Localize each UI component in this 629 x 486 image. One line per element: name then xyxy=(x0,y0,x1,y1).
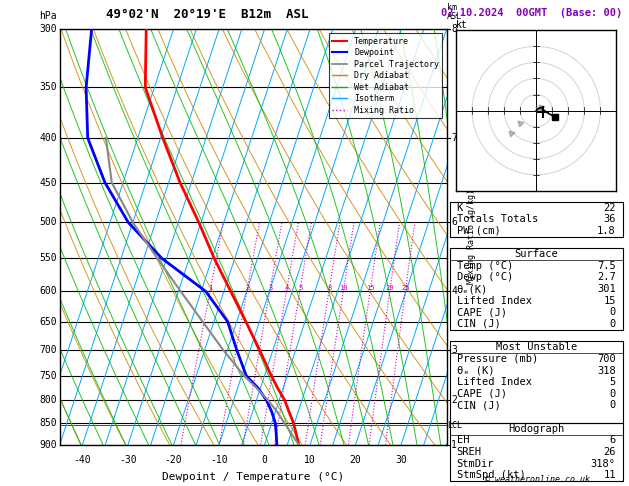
Text: Lifted Index: Lifted Index xyxy=(457,377,532,387)
Text: 700: 700 xyxy=(597,354,616,364)
Text: 4: 4 xyxy=(451,286,457,296)
Text: 318: 318 xyxy=(597,365,616,376)
Bar xyxy=(450,248,623,330)
Bar xyxy=(450,342,623,423)
Text: 20: 20 xyxy=(350,455,362,465)
Text: 20: 20 xyxy=(386,285,394,291)
Text: 1: 1 xyxy=(451,440,457,450)
Text: Surface: Surface xyxy=(515,249,558,259)
Text: 10: 10 xyxy=(340,285,348,291)
Text: Dewpoint / Temperature (°C): Dewpoint / Temperature (°C) xyxy=(162,472,344,482)
Text: 650: 650 xyxy=(39,316,57,327)
Bar xyxy=(450,202,623,237)
Text: -30: -30 xyxy=(120,455,137,465)
Text: 450: 450 xyxy=(39,177,57,188)
Text: LCL: LCL xyxy=(447,421,462,430)
Text: -10: -10 xyxy=(210,455,228,465)
Text: 22: 22 xyxy=(603,203,616,212)
Text: StmDir: StmDir xyxy=(457,459,494,469)
Text: 400: 400 xyxy=(39,133,57,143)
Text: θₑ (K): θₑ (K) xyxy=(457,365,494,376)
Text: 25: 25 xyxy=(401,285,410,291)
Text: km
ASL: km ASL xyxy=(447,3,462,21)
Text: 1.8: 1.8 xyxy=(597,226,616,236)
Text: kt: kt xyxy=(456,19,468,30)
Text: CAPE (J): CAPE (J) xyxy=(457,307,506,317)
Text: 5: 5 xyxy=(610,377,616,387)
Text: 500: 500 xyxy=(39,217,57,227)
Text: 0: 0 xyxy=(610,307,616,317)
Text: 350: 350 xyxy=(39,83,57,92)
Text: EH: EH xyxy=(457,435,469,445)
Text: 700: 700 xyxy=(39,345,57,355)
Text: 7.5: 7.5 xyxy=(597,260,616,271)
Text: 2: 2 xyxy=(245,285,250,291)
Text: Temp (°C): Temp (°C) xyxy=(457,260,513,271)
Text: StmSpd (kt): StmSpd (kt) xyxy=(457,470,525,480)
Text: Mixing Ratio (g/kg): Mixing Ratio (g/kg) xyxy=(467,190,476,284)
Text: 300: 300 xyxy=(39,24,57,34)
Text: 6: 6 xyxy=(610,435,616,445)
Text: CIN (J): CIN (J) xyxy=(457,319,501,329)
Text: 26: 26 xyxy=(603,447,616,457)
Text: 850: 850 xyxy=(39,418,57,428)
Text: 36: 36 xyxy=(603,214,616,224)
Text: 6: 6 xyxy=(451,217,457,227)
Text: Totals Totals: Totals Totals xyxy=(457,214,538,224)
Text: PW (cm): PW (cm) xyxy=(457,226,501,236)
Text: -40: -40 xyxy=(74,455,91,465)
Text: 3: 3 xyxy=(451,345,457,355)
Text: 600: 600 xyxy=(39,286,57,296)
Text: -20: -20 xyxy=(165,455,182,465)
Text: Lifted Index: Lifted Index xyxy=(457,295,532,306)
Text: 0: 0 xyxy=(610,319,616,329)
Text: 11: 11 xyxy=(603,470,616,480)
Text: θₑ(K): θₑ(K) xyxy=(457,284,488,294)
Text: Most Unstable: Most Unstable xyxy=(496,342,577,352)
Text: hPa: hPa xyxy=(39,11,57,21)
Text: 301: 301 xyxy=(597,284,616,294)
Text: 30: 30 xyxy=(395,455,407,465)
Text: © weatheronline.co.uk: © weatheronline.co.uk xyxy=(485,475,589,484)
Text: Pressure (mb): Pressure (mb) xyxy=(457,354,538,364)
Text: 15: 15 xyxy=(366,285,375,291)
Text: 0: 0 xyxy=(610,400,616,411)
Text: 1: 1 xyxy=(208,285,213,291)
Text: 0: 0 xyxy=(262,455,267,465)
Text: 2.7: 2.7 xyxy=(597,272,616,282)
Text: 900: 900 xyxy=(39,440,57,450)
Text: 10: 10 xyxy=(304,455,316,465)
Text: 750: 750 xyxy=(39,371,57,381)
Text: 5: 5 xyxy=(298,285,303,291)
Text: 8: 8 xyxy=(327,285,331,291)
Text: 4: 4 xyxy=(285,285,289,291)
Text: 7: 7 xyxy=(451,133,457,143)
Text: 8: 8 xyxy=(451,24,457,34)
Text: CIN (J): CIN (J) xyxy=(457,400,501,411)
Bar xyxy=(450,423,623,481)
Text: 2: 2 xyxy=(451,395,457,405)
Text: 800: 800 xyxy=(39,395,57,405)
Text: 02.10.2024  00GMT  (Base: 00): 02.10.2024 00GMT (Base: 00) xyxy=(441,8,622,18)
Text: K: K xyxy=(457,203,463,212)
Text: 49°02'N  20°19'E  B12m  ASL: 49°02'N 20°19'E B12m ASL xyxy=(106,8,308,21)
Text: 0: 0 xyxy=(610,389,616,399)
Text: SREH: SREH xyxy=(457,447,482,457)
Text: CAPE (J): CAPE (J) xyxy=(457,389,506,399)
Text: 318°: 318° xyxy=(591,459,616,469)
Text: 550: 550 xyxy=(39,253,57,263)
Legend: Temperature, Dewpoint, Parcel Trajectory, Dry Adiabat, Wet Adiabat, Isotherm, Mi: Temperature, Dewpoint, Parcel Trajectory… xyxy=(329,34,442,118)
Text: 15: 15 xyxy=(603,295,616,306)
Text: Dewp (°C): Dewp (°C) xyxy=(457,272,513,282)
Text: 3: 3 xyxy=(268,285,272,291)
Text: Hodograph: Hodograph xyxy=(508,424,564,434)
